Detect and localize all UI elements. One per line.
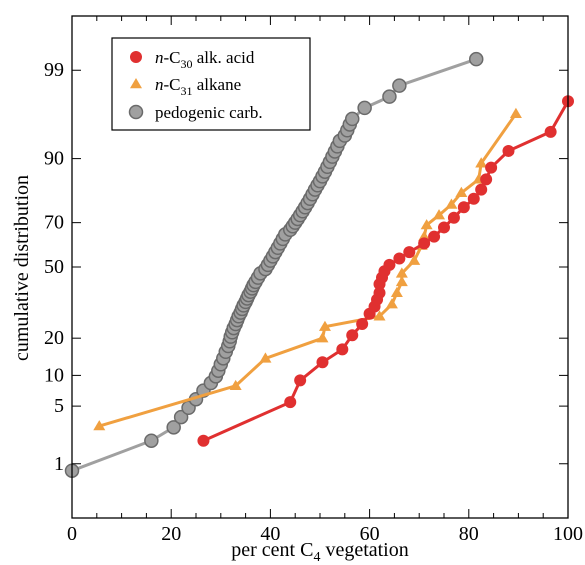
- data-point-acid: [418, 237, 431, 250]
- data-point-acid: [197, 434, 210, 447]
- data-point-carb: [382, 89, 397, 104]
- data-point-alkane: [445, 198, 458, 209]
- data-point-alkane: [475, 157, 488, 168]
- data-point-carb: [144, 433, 159, 448]
- data-point-acid: [284, 396, 297, 409]
- ticks-layer: [71, 16, 569, 518]
- series-line-alkane: [98, 112, 518, 428]
- data-point-acid: [316, 356, 329, 369]
- data-point-acid: [336, 343, 349, 356]
- x-tick-label: 80: [459, 523, 479, 545]
- data-point-alkane: [420, 219, 433, 230]
- data-point-carb: [344, 111, 360, 127]
- data-point-acid: [457, 201, 470, 214]
- legend-box: [111, 37, 311, 131]
- y-tick-label: 1: [54, 453, 64, 475]
- series-carb: [64, 51, 484, 478]
- y-tick-label: 50: [44, 256, 64, 278]
- data-point-acid: [438, 221, 450, 234]
- x-tick-label: 40: [260, 523, 280, 545]
- data-point-alkane: [259, 352, 272, 363]
- data-point-acid: [447, 211, 460, 224]
- data-point-acid: [480, 173, 493, 186]
- y-tick-label: 10: [44, 364, 64, 386]
- data-point-acid: [502, 144, 515, 157]
- data-point-alkane: [433, 209, 446, 220]
- data-point-alkane: [229, 379, 242, 391]
- data-point-acid: [485, 161, 498, 174]
- x-axis-title: per cent C4 vegetation: [231, 539, 409, 565]
- legend-symbol-acid: [130, 51, 142, 63]
- y-tick-label: 99: [44, 59, 64, 81]
- data-point-acid: [428, 230, 441, 243]
- legend-label-alkane: n-C31 alkane: [155, 75, 241, 98]
- y-tick-labels: 1 5 10 20 50 70 90 99: [44, 59, 64, 475]
- y-axis-title: cumulative distribution: [11, 175, 33, 361]
- data-point-alkane: [385, 298, 398, 309]
- data-point-carb: [357, 100, 372, 116]
- y-tick-label: 90: [44, 148, 64, 170]
- y-tick-label: 5: [54, 395, 64, 417]
- x-tick-labels: 0 20 40 60 80 100: [67, 523, 583, 545]
- data-point-alkane: [455, 186, 468, 197]
- data-point-acid: [403, 246, 416, 259]
- data-point-alkane: [373, 310, 386, 321]
- data-point-alkane: [316, 332, 329, 343]
- data-point-carb: [173, 409, 189, 425]
- series-acid: [197, 95, 574, 447]
- data-point-alkane: [318, 320, 331, 331]
- x-tick-label: 0: [67, 523, 77, 545]
- data-point-carb: [166, 420, 181, 435]
- legend-symbol-carb: [128, 104, 144, 120]
- y-tick-label: 70: [44, 212, 64, 234]
- data-point-carb: [392, 78, 407, 93]
- data-point-acid: [383, 258, 396, 271]
- legend-marker-acid: [130, 51, 142, 63]
- data-point-acid: [393, 252, 406, 265]
- data-point-alkane: [509, 107, 522, 118]
- x-tick-label: 60: [360, 523, 380, 545]
- data-point-carb: [468, 51, 484, 67]
- x-tick-label: 20: [161, 523, 181, 545]
- y-tick-label: 20: [44, 327, 64, 349]
- data-point-alkane: [395, 267, 408, 278]
- legend-marker-alkane: [130, 78, 142, 89]
- legend: n-C30 alk. acid n-C31 alkane pedogenic c…: [111, 37, 311, 131]
- data-point-alkane: [408, 254, 421, 265]
- data-point-acid: [346, 329, 359, 342]
- data-point-acid: [475, 183, 488, 196]
- data-point-acid: [356, 318, 369, 331]
- legend-symbol-alkane: [130, 78, 142, 89]
- legend-label-pedogenic-carb: pedogenic carb.: [155, 103, 263, 122]
- data-point-acid: [467, 192, 480, 205]
- legend-marker-pedogenic-carb: [128, 104, 144, 120]
- x-tick-label: 100: [553, 523, 583, 545]
- data-point-alkane: [390, 286, 403, 298]
- data-point-alkane: [93, 420, 106, 431]
- data-point-alkane: [395, 275, 408, 287]
- data-point-acid: [294, 374, 307, 387]
- legend-label-acid: n-C30 alk. acid: [155, 48, 255, 71]
- data-point-acid: [373, 286, 386, 299]
- series-layer: [64, 51, 574, 478]
- data-point-acid: [544, 125, 557, 138]
- series-alkane: [93, 107, 522, 431]
